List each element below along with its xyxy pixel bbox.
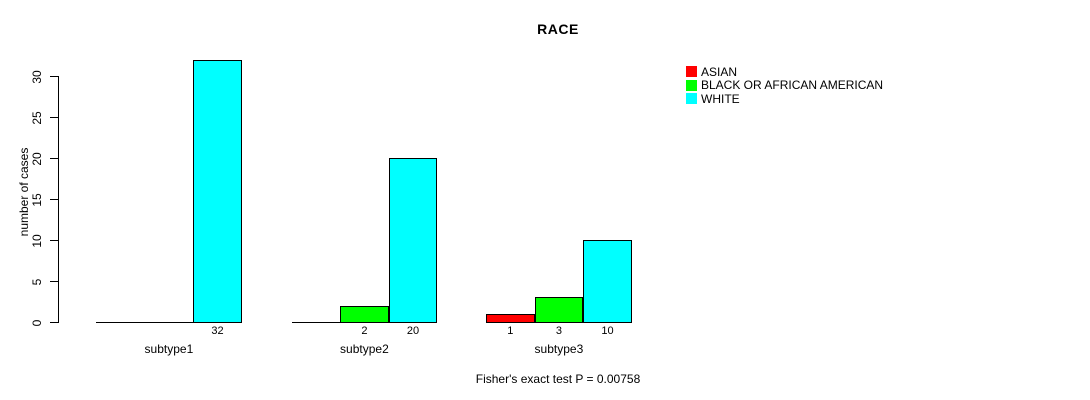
bar-value-label: 3 <box>555 325 562 337</box>
bar <box>486 313 535 323</box>
x-category-label: subtype2 <box>340 342 389 356</box>
legend-item-white: WHITE <box>686 92 883 106</box>
chart-title: RACE <box>537 21 579 37</box>
y-tick-label: 15 <box>30 192 44 207</box>
y-tick <box>50 76 58 77</box>
y-tick-label: 5 <box>30 278 44 285</box>
bar-value-label: 2 <box>361 325 368 337</box>
black-or-african-american-color-swatch <box>686 79 697 91</box>
bar-value-label: 20 <box>406 325 420 337</box>
bar <box>583 240 632 323</box>
legend-label-black-or-african-american: BLACK OR AFRICAN AMERICAN <box>701 78 884 93</box>
y-tick <box>50 158 58 159</box>
white-color-swatch <box>686 93 697 105</box>
legend-item-black-or-african-american: BLACK OR AFRICAN AMERICAN <box>686 78 884 93</box>
bar <box>193 59 242 323</box>
bar-value-label: 10 <box>601 325 614 337</box>
y-tick-label: 20 <box>30 151 44 166</box>
y-tick-label: 25 <box>30 110 44 125</box>
x-category-label: subtype1 <box>144 342 194 356</box>
bar-value-label: 32 <box>211 325 224 337</box>
annotation-fisher-test: Fisher's exact test P = 0.00758 <box>475 372 641 386</box>
bar-value-label: 1 <box>507 325 514 337</box>
group-baseline <box>96 322 242 323</box>
y-tick <box>50 281 58 282</box>
y-tick <box>50 199 58 200</box>
y-tick <box>50 117 58 118</box>
asian-color-swatch <box>686 66 697 78</box>
legend-item-asian: ASIAN <box>686 65 883 79</box>
bar <box>534 297 584 323</box>
y-tick-label: 10 <box>30 233 44 248</box>
legend-label-asian: ASIAN <box>701 64 738 79</box>
y-tick <box>50 240 58 241</box>
y-axis-line <box>58 76 59 323</box>
bar <box>388 158 438 323</box>
y-tick-label: 30 <box>30 69 44 84</box>
y-tick <box>50 322 58 323</box>
legend-label-white: WHITE <box>701 91 740 106</box>
legend: ASIAN BLACK OR AFRICAN AMERICAN WHITE <box>686 65 883 106</box>
y-tick-label: 0 <box>30 319 44 326</box>
x-category-label: subtype3 <box>534 342 584 356</box>
bar <box>340 305 389 323</box>
